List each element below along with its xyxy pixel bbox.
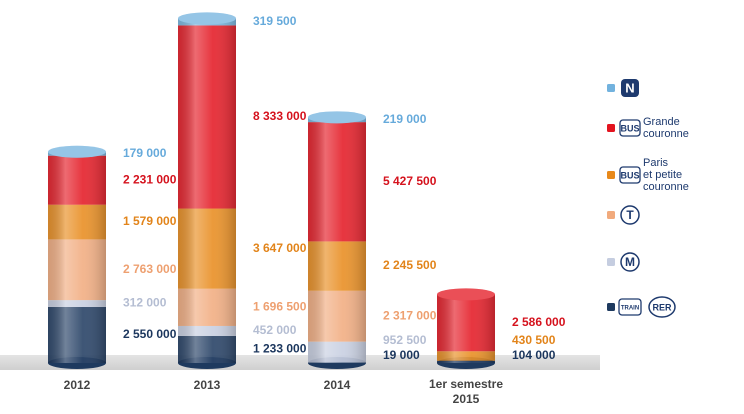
segment-shine (48, 155, 106, 205)
value-label: 104 000 (512, 348, 556, 362)
segment-shine (308, 122, 366, 242)
segment-shine (178, 288, 236, 326)
segment-shine (48, 239, 106, 301)
legend-icon-text: RER (652, 302, 672, 312)
value-label: 1 233 000 (253, 342, 307, 356)
value-label: 19 000 (383, 348, 420, 362)
value-label: 1 579 000 (123, 214, 177, 228)
value-label: 2 586 000 (512, 315, 566, 329)
segment-shine (437, 360, 495, 363)
legend-swatch (607, 124, 615, 132)
x-tick-label: 2013 (193, 378, 221, 392)
cylinder-top-shine (178, 12, 236, 25)
value-label: 2 245 500 (383, 258, 437, 272)
segment-shine (48, 300, 106, 307)
value-label: 2 317 000 (383, 308, 437, 322)
x-tick-label: 1er semestre 2015 (428, 377, 504, 406)
legend-icon-text: N (625, 80, 634, 95)
value-label: 179 000 (123, 146, 167, 160)
cylinder-top (437, 288, 495, 301)
legend-label: Grande couronne (643, 116, 689, 140)
value-label: 952 500 (383, 333, 427, 347)
legend-item: BUS Paris et petite couronne (607, 157, 689, 193)
value-label: 8 333 000 (253, 109, 307, 123)
x-tick-label: 2014 (323, 378, 351, 392)
value-label: 219 000 (383, 112, 427, 126)
legend-icon-text: TRAIN (621, 306, 639, 312)
legend-icon (621, 79, 639, 97)
cylinder-top-shine (308, 111, 366, 124)
legend-label-line: Grande (643, 116, 680, 128)
segment-shine (48, 204, 106, 240)
value-label: 5 427 500 (383, 174, 437, 188)
legend-label-line: couronne (643, 181, 689, 193)
legend-label-line: Paris (643, 157, 669, 169)
value-label: 3 647 000 (253, 241, 307, 255)
segment-shine (308, 341, 366, 363)
legend-swatch (607, 171, 615, 179)
legend-swatch (607, 303, 615, 311)
segment-shine (48, 306, 106, 363)
cylinder-top-shine (48, 145, 106, 158)
value-label: 2 550 000 (123, 327, 177, 341)
legend-swatch (607, 211, 615, 219)
legend-label: Paris et petite couronne (643, 157, 689, 193)
legend-swatch (607, 258, 615, 266)
cylinder-top (308, 111, 366, 124)
segment-shine (437, 351, 495, 361)
legend-icon-text: BUS (620, 123, 639, 133)
segment-shine (178, 25, 236, 209)
legend-icon (620, 205, 640, 225)
x-tick-label: 2012 (63, 378, 91, 392)
segment-shine (437, 294, 495, 352)
segment-shine (178, 208, 236, 289)
legend-item: TRAIN RER (607, 296, 676, 318)
value-label: 319 500 (253, 14, 297, 28)
value-label: 1 696 500 (253, 300, 307, 314)
legend-icon-text: M (625, 255, 635, 269)
legend-item: BUS Grande couronne (607, 116, 689, 140)
legend-label-line: et petite (643, 169, 682, 181)
legend-icon (620, 252, 640, 272)
value-label: 2 231 000 (123, 172, 177, 186)
legend-icon-text: BUS (620, 170, 639, 180)
legend-item: T (607, 205, 640, 225)
legend-item: N (607, 79, 639, 97)
legend-icon (619, 166, 641, 184)
value-label: 2 763 000 (123, 262, 177, 276)
segment-shine (308, 290, 366, 342)
segment-shine (308, 241, 366, 291)
legend-label-line: couronne (643, 128, 689, 140)
cylinder-top (178, 12, 236, 25)
legend-icon (619, 119, 641, 137)
legend-icon (618, 298, 642, 316)
legend-item: M (607, 252, 640, 272)
legend-icon (648, 296, 676, 318)
legend-icon-text: T (626, 208, 634, 222)
value-label: 452 000 (253, 323, 297, 337)
value-label: 312 000 (123, 296, 167, 310)
segment-shine (178, 335, 236, 363)
legend-swatch (607, 84, 615, 92)
segment-shine (178, 325, 236, 336)
cylinder-top (48, 145, 106, 158)
cylinder-top-shine (437, 288, 495, 301)
value-label: 430 500 (512, 333, 556, 347)
